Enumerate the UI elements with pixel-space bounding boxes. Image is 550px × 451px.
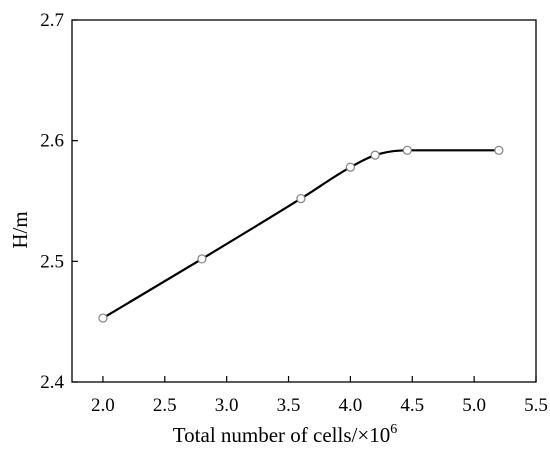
x-tick-label: 4.5 (400, 395, 424, 416)
y-axis: 2.4 2.5 2.6 2.7 (40, 10, 78, 393)
data-point (345, 162, 355, 172)
series-line (102, 149, 499, 319)
data-point (494, 145, 504, 155)
data-point (370, 150, 380, 160)
series-layer (98, 145, 504, 323)
x-axis: 2.0 2.5 3.0 3.5 4.0 4.5 5.0 5.5 (91, 376, 548, 416)
x-tick-label: 3.0 (215, 395, 239, 416)
plot-border (71, 19, 537, 383)
y-axis-label: H/m (8, 211, 32, 248)
data-point (197, 254, 207, 264)
plot-frame (71, 19, 537, 383)
x-tick-label: 3.5 (277, 395, 301, 416)
x-tick-label: 5.5 (524, 395, 548, 416)
x-tick-label: 2.0 (91, 395, 115, 416)
y-tick-label: 2.5 (40, 251, 64, 272)
x-tick-label: 2.5 (153, 395, 177, 416)
y-tick-label: 2.7 (40, 10, 64, 31)
data-point (296, 193, 306, 204)
data-point (402, 145, 412, 155)
x-axis-label: Total number of cells/×106 (173, 422, 397, 447)
x-tick-label: 4.0 (339, 395, 363, 416)
y-tick-label: 2.6 (40, 131, 64, 152)
y-tick-label: 2.4 (40, 372, 64, 393)
data-point (98, 313, 108, 323)
x-tick-label: 5.0 (462, 395, 486, 416)
